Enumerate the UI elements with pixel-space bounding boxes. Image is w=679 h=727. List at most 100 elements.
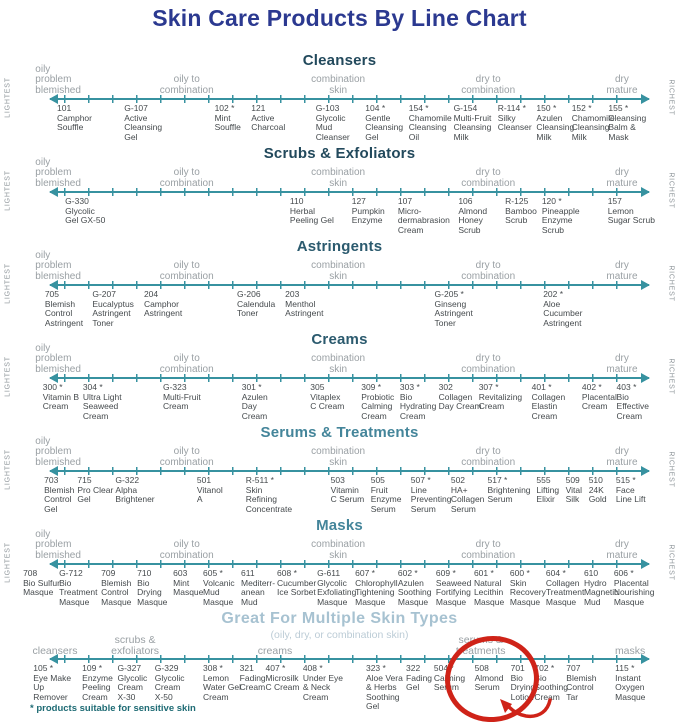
product-number: 115 * <box>615 663 635 673</box>
product-line-section: Creams LIGHTEST RICHEST oily problem ble… <box>0 331 679 424</box>
product-name: Collagen Day Cream <box>438 391 482 412</box>
product-name: Active Cleansing Gel <box>124 112 163 142</box>
product-name: Bio Drying Lotion <box>510 672 536 702</box>
skin-type-label: dry to combination <box>461 446 516 469</box>
axis-arrow-right-icon <box>641 466 650 476</box>
skin-type-label: dry mature <box>606 353 638 376</box>
product-label: G-206 Calendula Toner <box>236 289 276 319</box>
product-number: R-511 * <box>245 475 274 485</box>
product-name: Calendula Toner <box>236 298 276 319</box>
product-name: Fading Cream <box>239 672 266 693</box>
product-label: 555 Lifting Elixir <box>536 475 559 505</box>
product-name: Active Charcoal <box>251 112 286 133</box>
product-name: Herbal Peeling Gel <box>289 205 334 226</box>
richness-axis <box>49 187 650 197</box>
product-name: Ginseng Astringent Toner <box>434 298 473 328</box>
product-line-section: Scrubs & Exfoliators LIGHTEST RICHEST oi… <box>0 145 679 238</box>
product-label: 702 * Bio Soothing Cream <box>534 663 568 702</box>
product-number: G-206 <box>236 289 261 299</box>
product-line-section: Astringents LIGHTEST RICHEST oily proble… <box>0 238 679 331</box>
product-label: G-330 Glycolic Gel GX-50 <box>65 196 106 226</box>
product-name: Placental Cream <box>581 391 617 412</box>
product-name: Pro Clear Gel <box>77 484 114 505</box>
product-number: 407 * <box>265 663 286 673</box>
product-number: 110 <box>289 196 304 206</box>
footnote: * products suitable for sensitive skin <box>30 703 196 714</box>
product-label: G-107 Active Cleansing Gel <box>124 103 163 142</box>
skin-type-label: oily problem blemished <box>35 528 81 562</box>
product-name: Azulen Day Cream <box>241 391 268 421</box>
product-number: 302 <box>438 382 453 392</box>
product-name: Azulen Cleansing Milk <box>536 112 575 142</box>
lightest-label: LIGHTEST <box>4 356 12 397</box>
product-name: Cucumber Ice Sorbet <box>277 577 317 598</box>
product-number: G-107 <box>124 103 148 113</box>
product-number: 301 * <box>241 382 262 392</box>
category-label: cleansers <box>32 645 78 658</box>
product-number: 502 <box>450 475 466 485</box>
skin-type-label: dry mature <box>606 539 638 562</box>
skin-type-label: oily to combination <box>159 167 214 190</box>
product-name: Eucalyptus Astringent Toner <box>92 298 134 328</box>
product-name: Menthol Astringent <box>285 298 324 319</box>
product-label: 403 * Bio Effective Cream <box>617 382 649 421</box>
product-label: 715 Pro Clear Gel <box>77 475 114 505</box>
product-number: 507 * <box>410 475 431 485</box>
page-title: Skin Care Products By Line Chart <box>152 5 527 31</box>
skin-type-label: oily problem blemished <box>35 249 81 283</box>
product-name: Aloe Vera & Herbs Soothing Gel <box>365 672 403 712</box>
product-label: G-712 Bio Treatment Masque <box>59 568 97 607</box>
skin-type-label: combination skin <box>311 167 366 190</box>
skin-type-label: dry to combination <box>461 260 516 283</box>
axis-ticks <box>64 95 635 103</box>
product-number: 402 * <box>581 382 602 392</box>
product-number: G-327 <box>117 663 142 673</box>
section-title: Masks <box>316 517 363 534</box>
skin-type-label: oily to combination <box>159 539 214 562</box>
product-label: 120 * Pineapple Enzyme Scrub <box>542 196 580 235</box>
axis-arrow-left-icon <box>49 559 58 569</box>
product-name: Chamomile Cleansing Milk <box>571 112 615 142</box>
product-label: 106 Almond Honey Scrub <box>458 196 487 235</box>
product-number: 715 <box>77 475 92 485</box>
product-label: 606 * Placental Nourishing Masque <box>614 568 655 607</box>
richest-label: RICHEST <box>667 544 675 581</box>
product-label: 309 * Probiotic Calming Cream <box>361 382 394 421</box>
product-label: 603 Mint Masque <box>173 568 203 598</box>
product-name: Azulen Soothing Masque <box>397 577 432 607</box>
skin-type-label: dry mature <box>606 260 638 283</box>
product-number: 603 <box>173 568 188 578</box>
axis-arrow-right-icon <box>641 654 650 664</box>
product-label: 600 * Skin Recovery Masque <box>509 568 546 607</box>
product-label: 608 * Cucumber Ice Sorbet <box>277 568 317 598</box>
product-label: G-322 Alpha Brightener <box>115 475 154 505</box>
product-name: Gentle Cleansing Gel <box>365 112 404 142</box>
product-line-section: Masks LIGHTEST RICHEST oily problem blem… <box>0 517 679 610</box>
product-number: 105 * <box>33 663 54 673</box>
product-label: 304 * Ultra Light Seaweed Cream <box>83 382 122 421</box>
product-label: G-323 Multi-Fruit Cream <box>163 382 201 412</box>
product-label: 152 * Chamomile Cleansing Milk <box>571 103 615 142</box>
product-label: 402 * Placental Cream <box>581 382 617 412</box>
product-label: 157 Lemon Sugar Scrub <box>608 196 655 226</box>
product-name: Blemish Control Masque <box>101 577 132 607</box>
product-number: 504 * <box>433 663 454 673</box>
product-number: 309 * <box>361 382 382 392</box>
product-label: R-125 Bamboo Scrub <box>505 196 537 226</box>
product-number: 204 <box>143 289 159 299</box>
product-name: Glycolic Gel GX-50 <box>65 205 106 226</box>
product-number: 150 * <box>536 103 557 113</box>
product-number: 303 * <box>399 382 420 392</box>
category-label: scrubs & exfoliators <box>111 633 160 658</box>
product-name: Skin Recovery Masque <box>509 577 546 607</box>
product-number: 510 <box>588 475 603 485</box>
lightest-label: LIGHTEST <box>4 449 12 490</box>
product-number: 203 <box>285 289 300 299</box>
skin-type-label: oily to combination <box>159 74 214 97</box>
product-name: Microsilk C Cream <box>265 672 300 693</box>
product-label: 202 * Aloe Cucumber Astringent <box>543 289 582 328</box>
axis-arrow-left-icon <box>49 373 58 383</box>
product-number: 600 * <box>509 568 530 578</box>
product-number: 609 * <box>435 568 456 578</box>
